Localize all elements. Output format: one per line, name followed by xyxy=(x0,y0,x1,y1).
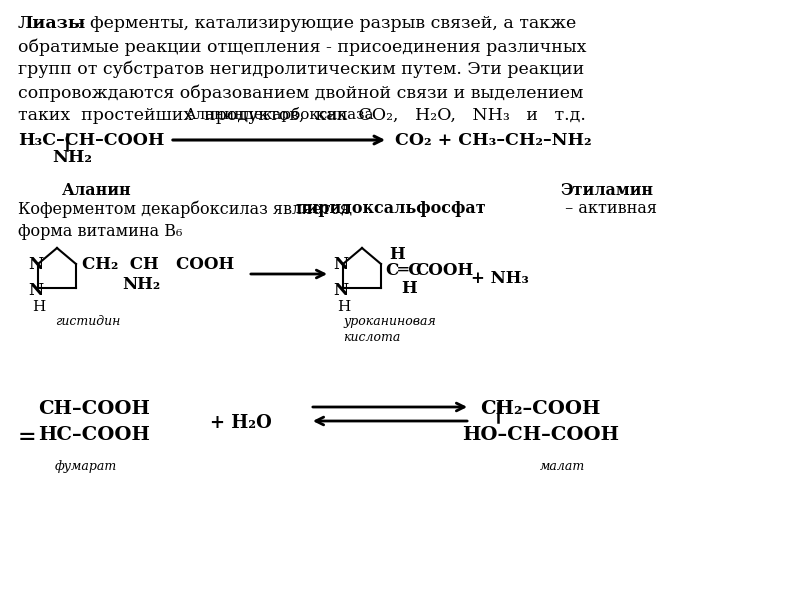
Text: HO–CH–COOH: HO–CH–COOH xyxy=(462,426,619,444)
Text: уроканиновая
кислота: уроканиновая кислота xyxy=(343,315,436,344)
Text: Аланин: Аланин xyxy=(62,182,132,199)
Text: N: N xyxy=(28,282,43,299)
Text: =: = xyxy=(18,426,37,448)
Text: малат: малат xyxy=(540,460,586,473)
Text: Аланиндекарбоксилаза: Аланиндекарбоксилаза xyxy=(186,107,374,122)
Text: CH₂  CH   COOH: CH₂ CH COOH xyxy=(82,256,234,273)
Text: N: N xyxy=(28,256,43,273)
Text: таких  простейших  продуктов,  как  CO₂,   H₂O,   NH₃   и   т.д.: таких простейших продуктов, как CO₂, H₂O… xyxy=(18,107,586,124)
Text: HC–COOH: HC–COOH xyxy=(38,426,150,444)
Text: C═C: C═C xyxy=(385,262,422,279)
Text: форма витамина B₆: форма витамина B₆ xyxy=(18,223,182,240)
Text: N: N xyxy=(333,256,348,273)
Text: H: H xyxy=(389,246,405,263)
Text: – активная: – активная xyxy=(560,200,657,217)
Text: CO₂ + CH₃–CH₂–NH₂: CO₂ + CH₃–CH₂–NH₂ xyxy=(395,132,592,149)
Text: NH₂: NH₂ xyxy=(122,276,160,293)
Text: пиридоксальфосфат: пиридоксальфосфат xyxy=(296,200,486,217)
Text: – ферменты, катализирующие разрыв связей, а также: – ферменты, катализирующие разрыв связей… xyxy=(76,15,576,32)
Text: + H₂O: + H₂O xyxy=(210,414,272,432)
Text: H: H xyxy=(401,280,417,297)
Text: CH₂–COOH: CH₂–COOH xyxy=(480,400,600,418)
Text: Лиазы: Лиазы xyxy=(18,15,86,32)
Text: H: H xyxy=(32,300,46,314)
Text: Этиламин: Этиламин xyxy=(560,182,653,199)
Text: сопровождаются образованием двойной связи и выделением: сопровождаются образованием двойной связ… xyxy=(18,84,583,101)
Text: фумарат: фумарат xyxy=(55,460,118,473)
Text: обратимые реакции отщепления - присоединения различных: обратимые реакции отщепления - присоедин… xyxy=(18,38,586,55)
Text: NH₂: NH₂ xyxy=(52,149,92,166)
Text: гистидин: гистидин xyxy=(55,315,120,328)
Text: H: H xyxy=(337,300,350,314)
Text: + NH₃: + NH₃ xyxy=(471,270,529,287)
Text: CH–COOH: CH–COOH xyxy=(38,400,150,418)
Text: групп от субстратов негидролитическим путем. Эти реакции: групп от субстратов негидролитическим пу… xyxy=(18,61,584,79)
Text: COOH: COOH xyxy=(415,262,474,279)
Text: H₃C–CH–COOH: H₃C–CH–COOH xyxy=(18,132,164,149)
Text: N: N xyxy=(333,282,348,299)
Text: Коферментом декарбоксилаз является: Коферментом декарбоксилаз является xyxy=(18,200,355,217)
